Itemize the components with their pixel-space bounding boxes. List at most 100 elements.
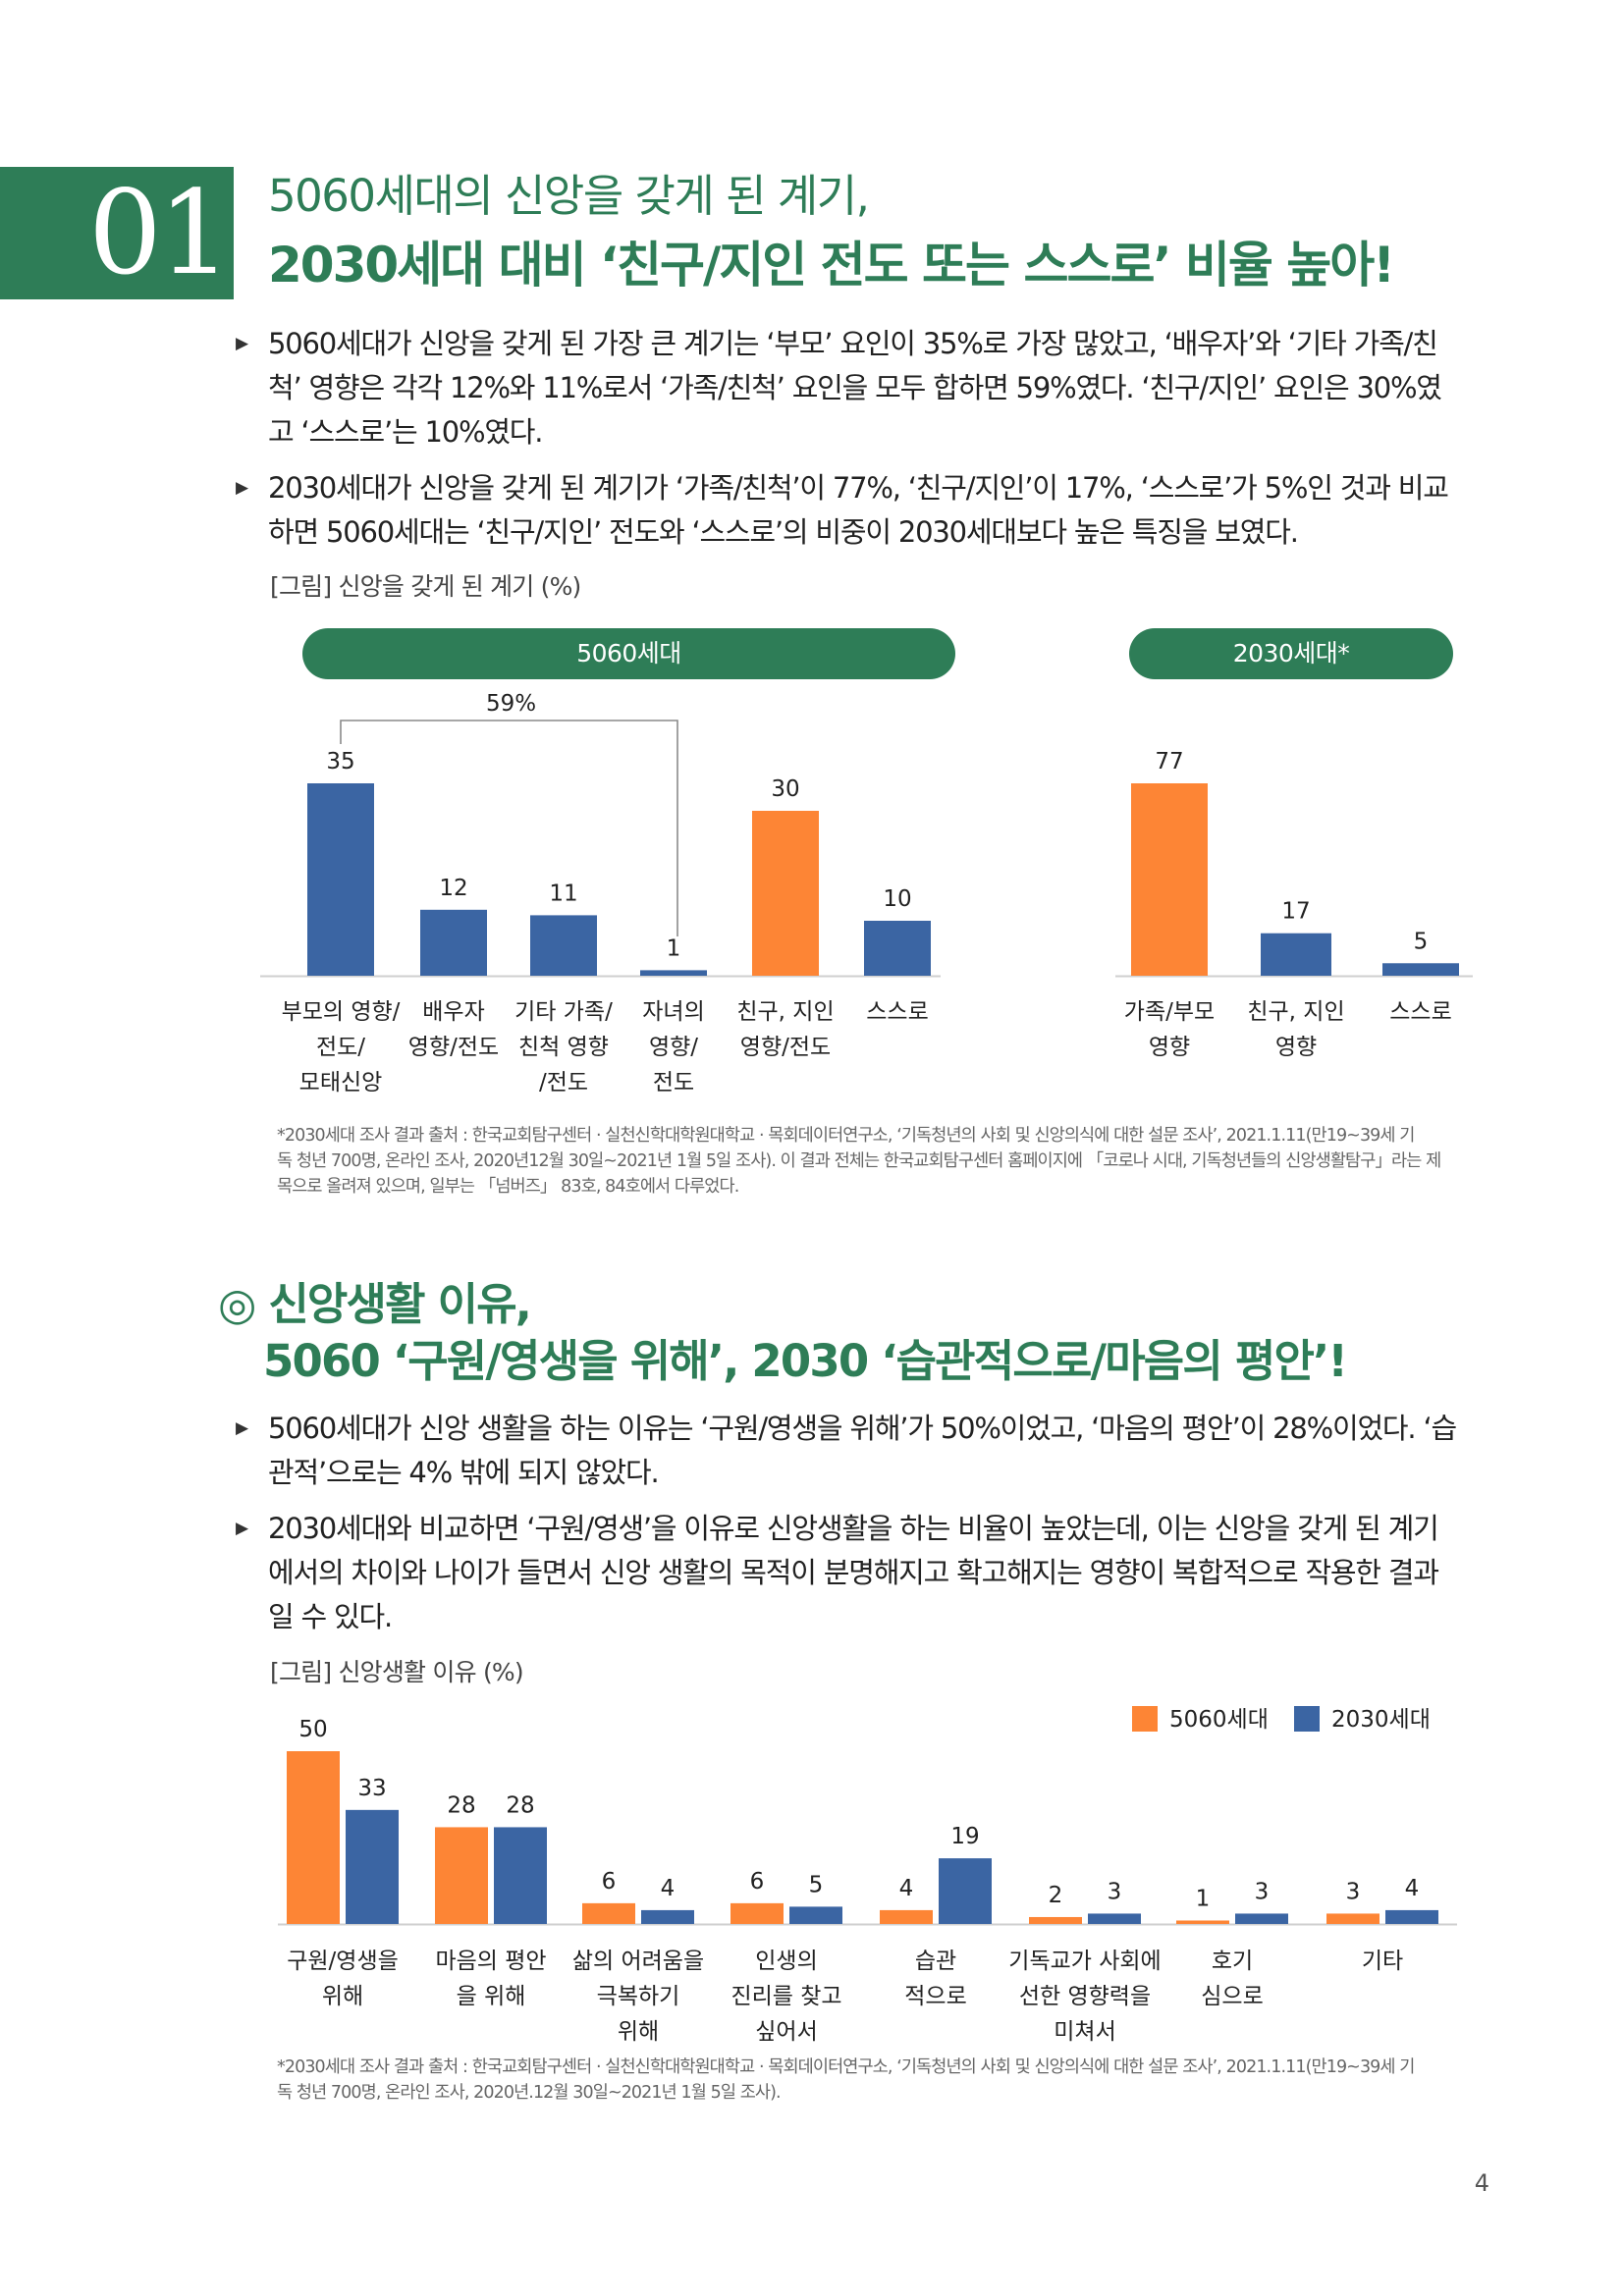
annotation-label: 59%	[486, 691, 536, 717]
bar	[1088, 1913, 1141, 1924]
category-label: 미쳐서	[1054, 2019, 1115, 2042]
bar	[1235, 1913, 1288, 1924]
bar	[752, 811, 819, 976]
panel-label-2030: 2030세대*	[1129, 628, 1453, 679]
data-label: 50	[298, 1717, 327, 1742]
bar	[420, 909, 487, 976]
bar	[640, 970, 707, 976]
triangle-bullet-icon: ▶	[236, 1418, 248, 1438]
footnote-line: 독 청년 700명, 온라인 조사, 2020년.12월 30일~2021년 1…	[277, 2083, 782, 2103]
category-label: /전도	[539, 1070, 588, 1095]
bar	[346, 1809, 399, 1924]
bullet-line: 2030세대와 비교하면 ‘구원/영생’을 이유로 신앙생활을 하는 비율이 높…	[268, 1512, 1439, 1545]
category-label: 위해	[618, 2019, 659, 2042]
data-label: 4	[1405, 1876, 1420, 1901]
category-label: 배우자	[422, 999, 484, 1025]
bar	[880, 1909, 933, 1924]
data-label: 33	[357, 1776, 386, 1801]
bar	[1131, 783, 1208, 976]
data-label: 11	[549, 881, 577, 906]
category-label: 스스로	[866, 999, 928, 1025]
data-label: 35	[326, 749, 354, 774]
triangle-bullet-icon: ▶	[236, 478, 248, 498]
data-label: 3	[1346, 1879, 1361, 1904]
category-label: 자녀의	[642, 999, 704, 1025]
section2-title-line1: ◎ 신앙생활 이유,	[218, 1278, 532, 1330]
category-label: 친구, 지인	[1247, 999, 1344, 1025]
category-label: 가족/부모	[1124, 999, 1215, 1025]
data-label: 4	[661, 1876, 676, 1901]
category-label: 모태신앙	[299, 1070, 383, 1095]
data-label: 77	[1155, 749, 1183, 774]
bullet-line: 5060세대가 신앙 생활을 하는 이유는 ‘구원/영생을 위해’가 50%이었…	[268, 1412, 1457, 1445]
data-label: 1	[1196, 1886, 1211, 1911]
category-label: 부모의 영향/	[282, 999, 401, 1025]
bullet-item: ▶ 2030세대와 비교하면 ‘구원/영생’을 이유로 신앙생활을 하는 비율이…	[236, 1507, 1483, 1639]
bullet-line: 고 ‘스스로’는 10%였다.	[268, 415, 544, 449]
footnote-2: *2030세대 조사 결과 출처 : 한국교회탐구센터 · 실천신학대학원대학교…	[277, 2055, 1494, 2106]
data-label: 30	[771, 776, 799, 802]
bar	[1326, 1913, 1380, 1924]
legend-label: 5060세대	[1169, 1707, 1269, 1733]
bar	[789, 1906, 842, 1924]
category-label: 마음의 평안	[435, 1949, 546, 1974]
bullet-line: 에서의 차이와 나이가 들면서 신앙 생활의 목적이 분명해지고 확고해지는 영…	[268, 1556, 1439, 1589]
bar	[287, 1751, 340, 1924]
bar	[641, 1909, 694, 1924]
footnote-line: *2030세대 조사 결과 출처 : 한국교회탐구센터 · 실천신학대학원대학교…	[277, 1126, 1415, 1146]
data-label: 6	[602, 1869, 617, 1895]
data-label: 19	[950, 1824, 979, 1849]
section2-title-line2: 5060 ‘구원/영생을 위해’, 2030 ‘습관적으로/마음의 평안’!	[263, 1335, 1348, 1387]
footnote-line: 독 청년 700명, 온라인 조사, 2020년12월 30일~2021년 1월…	[277, 1151, 1441, 1171]
bullet-line: 5060세대가 신앙을 갖게 된 가장 큰 계기는 ‘부모’ 요인이 35%로 …	[268, 327, 1438, 360]
legend-label: 2030세대	[1331, 1707, 1431, 1733]
category-label: 영향/전도	[408, 1035, 499, 1060]
bar	[530, 915, 597, 976]
category-label: 선한 영향력을	[1019, 1984, 1151, 2009]
bar	[1176, 1920, 1229, 1924]
category-label: 영향	[1149, 1035, 1190, 1060]
bar	[1029, 1916, 1082, 1924]
section-title-line2: 2030세대 대비 ‘친구/지인 전도 또는 스스로’ 비율 높아!	[268, 237, 1395, 294]
bar	[1261, 933, 1331, 976]
data-label: 5	[809, 1872, 824, 1897]
data-label: 17	[1281, 899, 1310, 925]
bar	[307, 783, 374, 976]
data-label: 4	[899, 1876, 914, 1901]
category-label: 습관	[915, 1949, 956, 1974]
category-label: 영향	[1275, 1035, 1317, 1060]
category-label: 심으로	[1201, 1984, 1263, 2009]
bullet-line: 2030세대가 신앙을 갖게 된 계기가 ‘가족/친척’이 77%, ‘친구/지…	[268, 471, 1449, 505]
bar	[494, 1827, 547, 1924]
triangle-bullet-icon: ▶	[236, 334, 248, 353]
bar	[1382, 963, 1459, 976]
category-label: 위해	[322, 1984, 363, 2009]
category-label: 영향/	[649, 1035, 698, 1060]
figure-caption-2: [그림] 신앙생활 이유 (%)	[270, 1658, 524, 1686]
category-label: 인생의	[755, 1949, 817, 1974]
category-label: 전도	[653, 1070, 694, 1095]
category-label: 전도/	[316, 1035, 365, 1060]
data-label: 3	[1255, 1879, 1270, 1904]
bullet-line: 하면 5060세대는 ‘친구/지인’ 전도와 ‘스스로’의 비중이 2030세대…	[268, 515, 1299, 549]
footnote-line: *2030세대 조사 결과 출처 : 한국교회탐구센터 · 실천신학대학원대학교…	[277, 2057, 1415, 2077]
bullet-item: ▶ 5060세대가 신앙을 갖게 된 가장 큰 계기는 ‘부모’ 요인이 35%…	[236, 322, 1483, 454]
category-label: 스스로	[1389, 999, 1451, 1025]
bracket-line	[340, 720, 678, 936]
bullet-item: ▶ 5060세대가 신앙 생활을 하는 이유는 ‘구원/영생을 위해’가 50%…	[236, 1407, 1483, 1495]
legend-swatch	[1132, 1706, 1158, 1732]
data-label: 3	[1108, 1879, 1122, 1904]
bar	[730, 1902, 784, 1924]
bar	[435, 1827, 488, 1924]
data-label: 28	[447, 1792, 475, 1818]
page-number: 4	[1474, 2169, 1489, 2197]
section-number-box: 01	[0, 167, 234, 299]
triangle-bullet-icon: ▶	[236, 1519, 248, 1538]
footnote-1: *2030세대 조사 결과 출처 : 한국교회탐구센터 · 실천신학대학원대학교…	[277, 1123, 1494, 1200]
category-label: 친구, 지인	[736, 999, 834, 1025]
